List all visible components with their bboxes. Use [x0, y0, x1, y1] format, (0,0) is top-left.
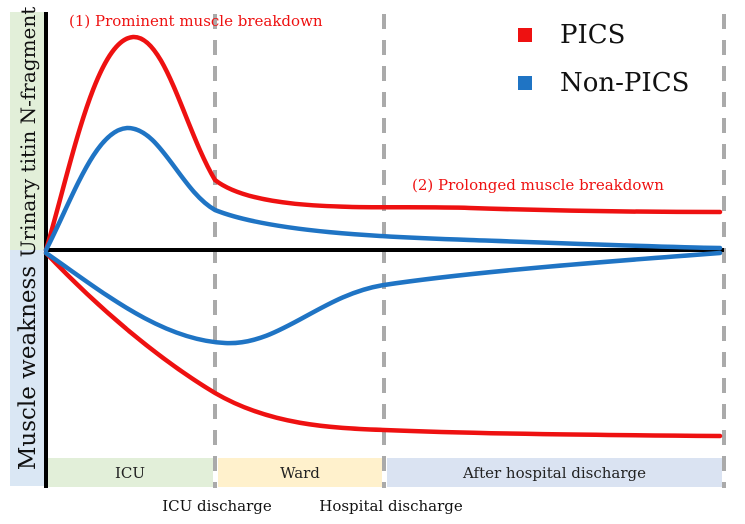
milestone-hospital-discharge: Hospital discharge: [319, 497, 463, 515]
phase-after-discharge: After hospital discharge: [387, 458, 722, 487]
non-pics-titin-curve: [43, 125, 723, 253]
annotation-prolonged-breakdown: (2) Prolonged muscle breakdown: [412, 176, 664, 194]
annotation-prominent-breakdown: (1) Prominent muscle breakdown: [69, 12, 323, 30]
pics-weakness-curve: [43, 250, 723, 439]
phase-icu: ICU: [47, 458, 213, 487]
milestone-icu-discharge: ICU discharge: [162, 497, 272, 515]
legend-swatch-pics: [518, 28, 532, 42]
phase-ward: Ward: [218, 458, 382, 487]
legend-item-non-pics: Non-PICS: [518, 68, 689, 98]
legend-swatch-non-pics: [518, 76, 532, 90]
lower-axis-band: [10, 250, 46, 486]
phase-icu-label: ICU: [114, 463, 146, 482]
upper-axis-band: [10, 12, 46, 250]
pics-titin-curve: [43, 34, 723, 253]
legend-item-pics: PICS: [518, 20, 625, 50]
phase-after-label: After hospital discharge: [462, 463, 647, 482]
legend-label-pics: PICS: [560, 20, 626, 50]
legend-label-non-pics: Non-PICS: [560, 68, 690, 98]
non-pics-weakness-curve: [43, 250, 723, 346]
phase-ward-label: Ward: [280, 463, 320, 482]
